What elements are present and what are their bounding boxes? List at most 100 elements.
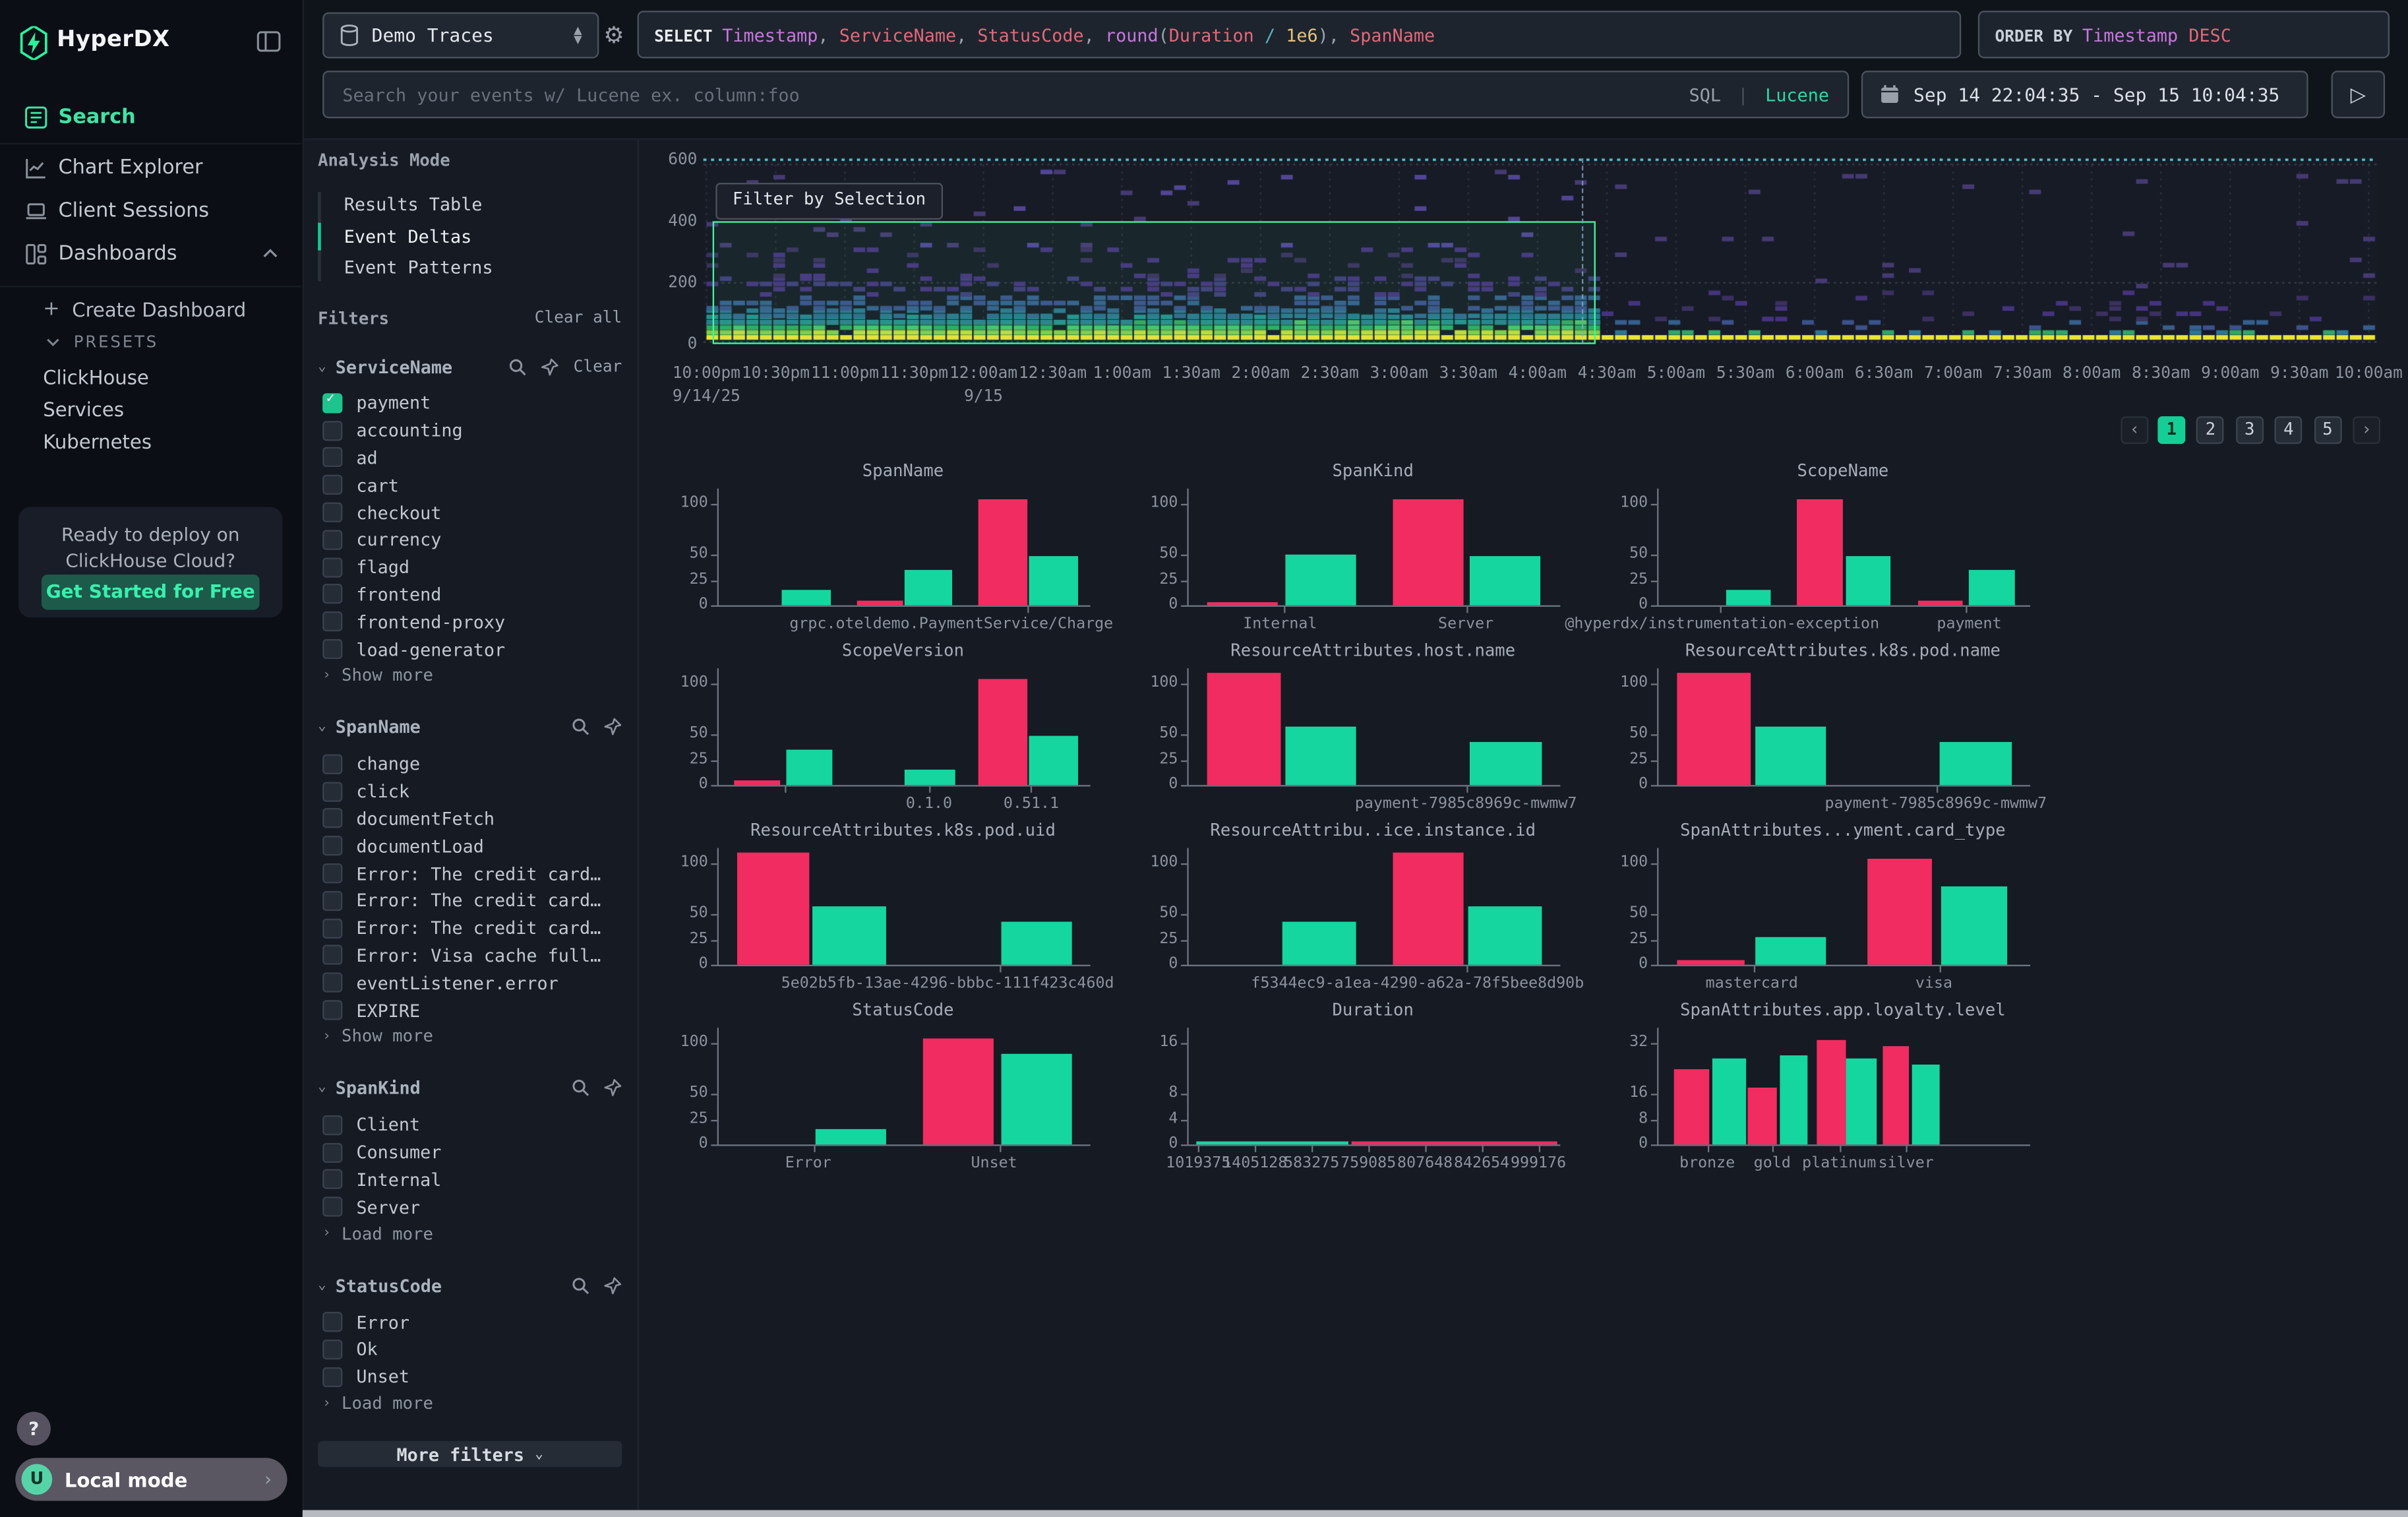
filter-option[interactable]: Error: The credit card (…: [318, 859, 622, 886]
search-icon[interactable]: [571, 1276, 589, 1295]
filter-option[interactable]: change: [318, 751, 622, 778]
filter-option[interactable]: documentFetch: [318, 805, 622, 832]
pin-icon[interactable]: [603, 1079, 622, 1098]
get-started-button[interactable]: Get Started for Free: [42, 574, 260, 610]
page-button-2[interactable]: 2: [2197, 416, 2225, 444]
filter-option[interactable]: EXPIRE: [318, 997, 622, 1024]
checkbox[interactable]: [322, 1367, 342, 1386]
filter-option[interactable]: Server: [318, 1193, 622, 1220]
filter-option[interactable]: documentLoad: [318, 832, 622, 859]
analysis-mode-option[interactable]: Event Patterns: [318, 252, 622, 284]
filter-option[interactable]: Unset: [318, 1363, 622, 1390]
select-query-input[interactable]: SELECT Timestamp, ServiceName, StatusCod…: [638, 11, 1962, 58]
filter-option[interactable]: Consumer: [318, 1138, 622, 1165]
orderby-input[interactable]: ORDER BY Timestamp DESC: [1978, 11, 2390, 58]
lucene-option[interactable]: Lucene: [1765, 84, 1829, 106]
filter-option[interactable]: frontend: [318, 581, 622, 608]
time-range-picker[interactable]: Sep 14 22:04:35 - Sep 15 10:04:35: [1861, 71, 2308, 118]
sidebar-item-dashboards[interactable]: Dashboards: [0, 232, 303, 275]
search-input[interactable]: Search your events w/ Lucene ex. column:…: [322, 71, 1849, 118]
checkbox[interactable]: [322, 1115, 342, 1135]
filter-option[interactable]: frontend-proxy: [318, 608, 622, 635]
filter-option[interactable]: accounting: [318, 417, 622, 444]
checkbox[interactable]: [322, 945, 342, 965]
create-dashboard-button[interactable]: + Create Dashboard: [0, 295, 303, 324]
show-more-button[interactable]: ›Load more: [318, 1390, 622, 1417]
checkbox[interactable]: [322, 782, 342, 801]
show-more-button[interactable]: ›Load more: [318, 1221, 622, 1247]
chevron-down-icon[interactable]: ⌄: [318, 1278, 326, 1293]
checkbox[interactable]: [322, 809, 342, 828]
checkbox[interactable]: [322, 1169, 342, 1189]
sidebar-item-chart-explorer[interactable]: Chart Explorer: [0, 146, 303, 189]
language-toggle[interactable]: SQL | Lucene: [1689, 84, 1829, 106]
checkbox[interactable]: [322, 836, 342, 856]
clear-group-button[interactable]: Clear: [574, 357, 622, 376]
more-filters-button[interactable]: More filters ⌄: [318, 1441, 622, 1468]
filter-option[interactable]: currency: [318, 526, 622, 553]
filter-option[interactable]: Error: The credit card (…: [318, 914, 622, 941]
filter-option[interactable]: load-generator: [318, 635, 622, 662]
page-next-button[interactable]: ›: [2353, 416, 2380, 444]
sql-option[interactable]: SQL: [1689, 84, 1721, 106]
analysis-mode-option[interactable]: Results Table: [318, 189, 622, 220]
filter-option[interactable]: flagd: [318, 553, 622, 580]
selection-rectangle[interactable]: [713, 221, 1596, 344]
chevron-down-icon[interactable]: ⌄: [318, 1080, 326, 1096]
filter-by-selection-button[interactable]: Filter by Selection: [715, 183, 942, 220]
filter-option[interactable]: eventListener.error: [318, 969, 622, 996]
checkbox[interactable]: [322, 973, 342, 993]
horizontal-scrollbar[interactable]: [303, 1510, 2408, 1517]
checkbox[interactable]: [322, 530, 342, 549]
search-icon[interactable]: [571, 718, 589, 737]
page-button-1[interactable]: 1: [2157, 416, 2185, 444]
pin-icon[interactable]: [603, 718, 622, 737]
filter-option[interactable]: cart: [318, 472, 622, 499]
checkbox[interactable]: [322, 1312, 342, 1332]
checkbox[interactable]: [322, 503, 342, 522]
filter-option[interactable]: checkout: [318, 499, 622, 526]
checkbox[interactable]: [322, 612, 342, 632]
checkbox[interactable]: [322, 1000, 342, 1020]
search-icon[interactable]: [571, 1079, 589, 1098]
checkbox[interactable]: [322, 1197, 342, 1217]
analysis-mode-option[interactable]: Event Deltas: [318, 220, 622, 252]
pin-icon[interactable]: [603, 1276, 622, 1295]
filter-option[interactable]: payment: [318, 389, 622, 416]
checkbox[interactable]: [322, 584, 342, 604]
page-button-3[interactable]: 3: [2236, 416, 2264, 444]
local-mode-menu[interactable]: U Local mode ›: [15, 1458, 287, 1501]
clear-all-button[interactable]: Clear all: [535, 309, 622, 327]
checkbox[interactable]: [322, 1340, 342, 1359]
page-prev-button[interactable]: ‹: [2121, 416, 2148, 444]
page-button-5[interactable]: 5: [2314, 416, 2341, 444]
checkbox[interactable]: [322, 754, 342, 774]
filter-option[interactable]: ad: [318, 444, 622, 471]
filter-option[interactable]: Error: The credit card (…: [318, 887, 622, 914]
search-icon[interactable]: [509, 357, 527, 376]
gear-icon[interactable]: ⚙: [603, 23, 628, 47]
filter-option[interactable]: Client: [318, 1111, 622, 1138]
checkbox[interactable]: [322, 891, 342, 911]
checkbox[interactable]: [322, 639, 342, 659]
run-query-button[interactable]: ▷: [2332, 71, 2386, 118]
sidebar-item-client-sessions[interactable]: Client Sessions: [0, 189, 303, 232]
presets-toggle[interactable]: PRESETS: [0, 330, 303, 355]
filter-option[interactable]: Error: [318, 1309, 622, 1336]
checkbox[interactable]: [322, 918, 342, 938]
chevron-down-icon[interactable]: ⌄: [318, 720, 326, 735]
sidebar-item-clickhouse[interactable]: ClickHouse: [0, 361, 346, 392]
filter-option[interactable]: Internal: [318, 1166, 622, 1193]
show-more-button[interactable]: ›Show more: [318, 663, 622, 689]
page-button-4[interactable]: 4: [2275, 416, 2303, 444]
sidebar-collapse-icon[interactable]: [256, 29, 281, 53]
pin-icon[interactable]: [541, 357, 560, 376]
source-select[interactable]: Demo Traces ▲▼: [322, 13, 599, 59]
show-more-button[interactable]: ›Show more: [318, 1024, 622, 1050]
checkbox[interactable]: [322, 475, 342, 495]
filter-option[interactable]: click: [318, 778, 622, 805]
sidebar-item-search[interactable]: Search: [0, 95, 303, 138]
checkbox[interactable]: [322, 557, 342, 577]
checkbox[interactable]: [322, 863, 342, 883]
checkbox[interactable]: [322, 1142, 342, 1162]
